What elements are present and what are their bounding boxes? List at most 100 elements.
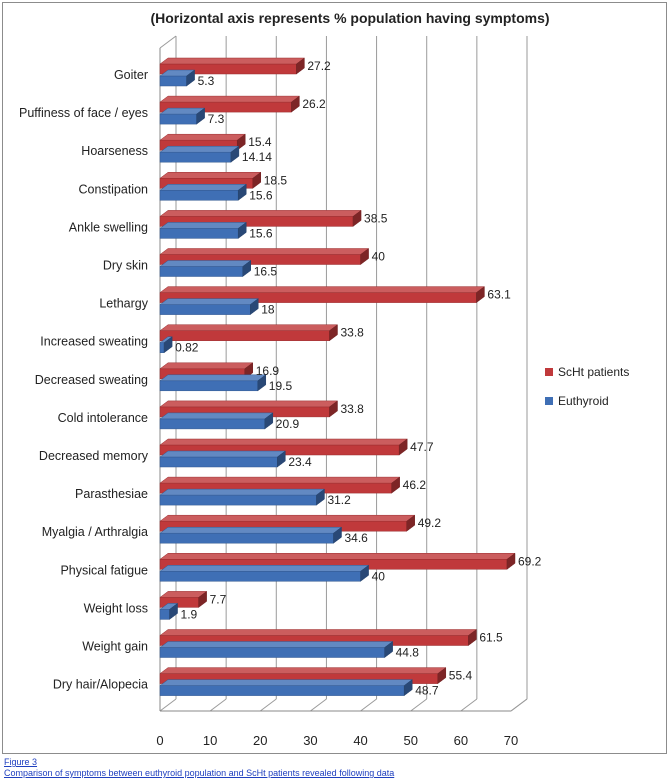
- data-label-euthyroid: 19.5: [269, 379, 293, 393]
- bar-euthyroid-end: [242, 260, 251, 277]
- bar-schtpatients-end: [360, 248, 369, 265]
- bar-euthyroid: [159, 107, 206, 125]
- bar-schtpatients: [159, 667, 447, 685]
- bar-euthyroid-top: [159, 412, 274, 420]
- bar-euthyroid: [159, 679, 413, 697]
- bar-euthyroid-end: [403, 679, 413, 697]
- bar-euthyroid-end: [360, 564, 369, 582]
- data-label-euthyroid: 7.3: [208, 112, 225, 126]
- bar-schtpatients-top: [159, 95, 301, 103]
- category-label: Dry skin: [103, 259, 148, 273]
- data-label-euthyroid: 31.2: [327, 493, 351, 507]
- bar-euthyroid-front: [159, 456, 278, 468]
- bar-euthyroid-top: [159, 222, 247, 229]
- floor-gridline: [259, 698, 277, 712]
- data-label-euthyroid: 0.82: [175, 341, 199, 355]
- x-tick-label: 40: [353, 733, 367, 748]
- bar-schtpatients-top: [159, 133, 246, 141]
- bar-schtpatients-top: [159, 57, 306, 65]
- bar-schtpatients: [159, 248, 370, 265]
- bar-schtpatients: [159, 590, 208, 608]
- data-label-schtpatients: 49.2: [418, 516, 442, 530]
- bar-euthyroid-end: [237, 183, 247, 201]
- bar-euthyroid: [159, 298, 260, 316]
- data-label-schtpatients: 18.5: [264, 173, 288, 187]
- data-label-schtpatients: 55.4: [449, 669, 473, 683]
- bar-euthyroid: [159, 336, 173, 354]
- bar-euthyroid-end: [186, 69, 195, 87]
- category-label: Decreased memory: [39, 449, 149, 463]
- bar-euthyroid-end: [169, 602, 178, 620]
- data-label-euthyroid: 48.7: [415, 684, 439, 698]
- bar-euthyroid-front: [159, 113, 197, 125]
- bar-schtpatients-top: [159, 514, 416, 522]
- bar-euthyroid-front: [159, 532, 334, 544]
- bar-euthyroid: [159, 221, 247, 239]
- data-label-euthyroid: 1.9: [181, 607, 198, 621]
- bar-schtpatients: [159, 95, 301, 113]
- data-label-euthyroid: 18: [261, 303, 275, 317]
- data-label-schtpatients: 15.4: [248, 135, 272, 149]
- data-label-schtpatients: 26.2: [302, 97, 326, 111]
- bar-euthyroid-front: [159, 304, 251, 315]
- bar-euthyroid: [159, 450, 287, 468]
- floor-gridline: [410, 698, 428, 712]
- data-label-euthyroid: 14.14: [242, 150, 272, 164]
- legend: ScHt patients Euthyroid: [545, 365, 629, 408]
- bar-schtpatients-top: [159, 667, 447, 674]
- category-label: Ankle swelling: [69, 220, 148, 234]
- bar-schtpatients: [159, 171, 262, 189]
- x-tick-label: 10: [203, 733, 217, 748]
- bar-euthyroid-end: [384, 641, 393, 658]
- bar-euthyroid-front: [159, 571, 361, 582]
- bar-euthyroid-top: [159, 565, 370, 572]
- bar-euthyroid: [159, 488, 326, 506]
- data-label-schtpatients: 7.7: [210, 592, 227, 606]
- bar-euthyroid-front: [159, 342, 165, 353]
- bar-schtpatients-end: [468, 629, 477, 646]
- bar-schtpatients-top: [159, 553, 516, 560]
- data-label-euthyroid: 34.6: [344, 531, 368, 545]
- data-label-euthyroid: 5.3: [198, 74, 215, 88]
- bar-euthyroid-end: [277, 450, 286, 468]
- bar-euthyroid-end: [250, 298, 259, 316]
- category-label: Cold intolerance: [58, 411, 148, 425]
- bar-euthyroid-top: [159, 488, 326, 496]
- bar-schtpatients: [159, 57, 306, 75]
- bar-schtpatients-front: [159, 330, 330, 341]
- bar-euthyroid-front: [159, 685, 405, 696]
- bar-euthyroid-front: [159, 228, 239, 239]
- data-label-euthyroid: 16.5: [254, 265, 278, 279]
- bar-schtpatients: [159, 476, 401, 494]
- figure-label-link[interactable]: Figure 3: [4, 757, 38, 767]
- bar-euthyroid-end: [257, 374, 267, 392]
- legend-label: ScHt patients: [558, 365, 629, 379]
- bar-schtpatients-top: [159, 172, 262, 179]
- bar-schtpatients-end: [198, 590, 207, 608]
- bar-schtpatients: [159, 438, 408, 456]
- figure-caption-link[interactable]: Comparison of symptoms between euthyroid…: [4, 768, 395, 778]
- data-label-euthyroid: 23.4: [288, 455, 312, 469]
- bar-schtpatients-end: [352, 209, 362, 227]
- x-tick-label: 20: [253, 733, 267, 748]
- bar-schtpatients-top: [159, 476, 401, 484]
- data-label-schtpatients: 33.8: [340, 402, 364, 416]
- x-tick-label: 30: [303, 733, 317, 748]
- category-label: Goiter: [114, 68, 148, 82]
- bar-euthyroid: [159, 374, 267, 392]
- wall-top-edge: [159, 35, 177, 49]
- bar-schtpatients: [159, 629, 478, 646]
- bar-euthyroid-end: [333, 526, 342, 544]
- bar-euthyroid-front: [159, 190, 239, 201]
- bar-schtpatients-end: [406, 514, 415, 532]
- bar-schtpatients-end: [329, 400, 338, 418]
- bar-schtpatients: [159, 209, 362, 227]
- data-label-euthyroid: 44.8: [396, 646, 420, 660]
- bar-euthyroid-front: [159, 418, 266, 430]
- category-label: Weight gain: [82, 640, 148, 654]
- x-tick-label: 60: [454, 733, 468, 748]
- bar-euthyroid: [159, 69, 196, 87]
- category-label: Hoarseness: [81, 144, 148, 158]
- bar-euthyroid: [159, 145, 240, 163]
- bar-schtpatients-end: [476, 286, 485, 304]
